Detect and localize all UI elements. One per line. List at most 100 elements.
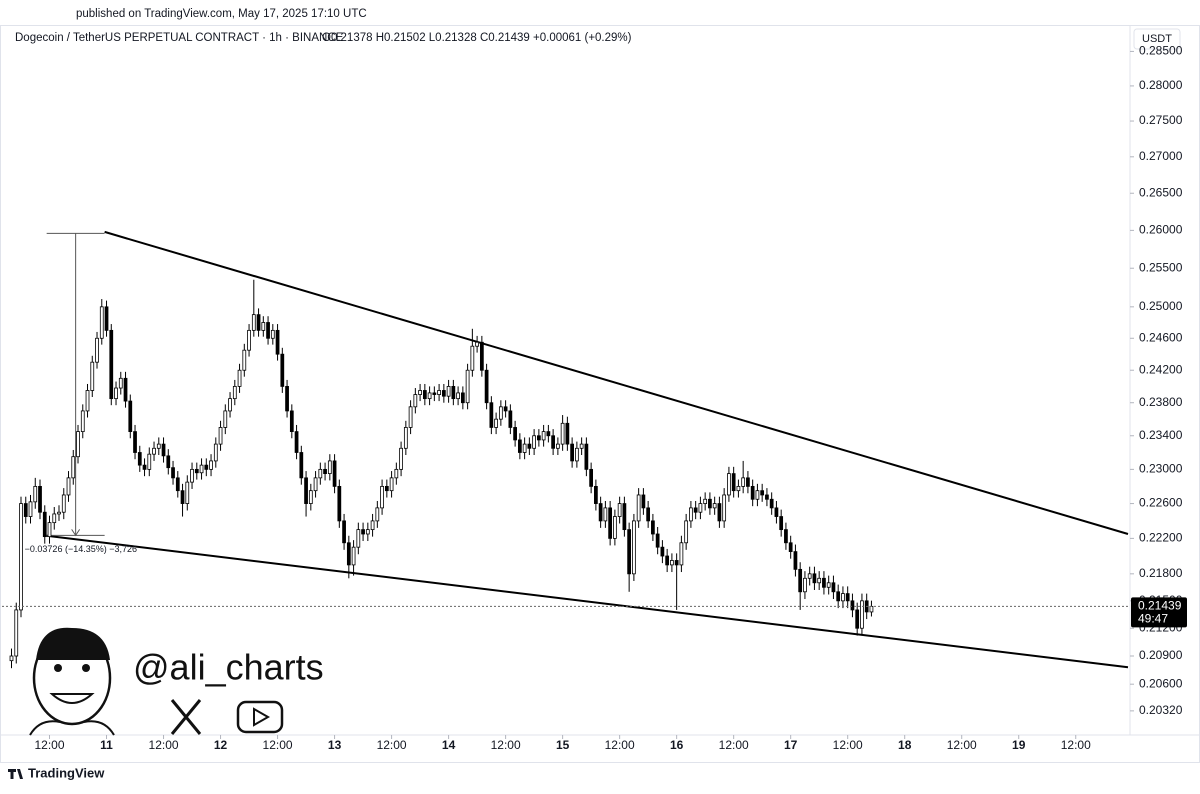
- candle-body: [603, 507, 608, 522]
- last-price-box: [1131, 597, 1187, 628]
- candle-body: [304, 477, 308, 504]
- candle-body: [826, 582, 831, 588]
- candle-body: [99, 306, 104, 339]
- candle-body: [342, 520, 346, 544]
- candle-body: [95, 337, 99, 363]
- x-tick-label: 12:00: [1061, 738, 1091, 752]
- candle-body: [594, 485, 598, 504]
- candle-body: [323, 468, 327, 475]
- y-tick-label: 0.23000: [1139, 462, 1183, 476]
- candle-body: [503, 406, 508, 412]
- candle-body: [66, 477, 71, 496]
- candle-body: [465, 369, 470, 404]
- candle-body: [223, 410, 228, 428]
- candle-body: [275, 329, 280, 355]
- watermark: @ali_charts: [29, 627, 324, 736]
- candle-body: [142, 464, 147, 470]
- published-note: published on TradingView.com, May 17, 20…: [76, 8, 367, 20]
- trend-line: [104, 230, 1129, 535]
- candle-body: [23, 503, 28, 517]
- candle-body: [209, 460, 213, 470]
- candle-body: [527, 443, 532, 449]
- candle-body: [128, 400, 133, 432]
- candle-body: [61, 494, 66, 513]
- currency-box[interactable]: [1133, 28, 1181, 50]
- countdown-label: 49:47: [1138, 612, 1168, 626]
- x-tick-label: 12:00: [149, 738, 179, 752]
- candle-body: [294, 431, 299, 453]
- candle-body: [727, 473, 731, 496]
- x-tick-label: 16: [670, 738, 684, 752]
- y-tick-label: 0.26500: [1139, 185, 1183, 199]
- candle-body: [841, 593, 845, 602]
- y-tick-label: 0.20320: [1139, 703, 1183, 717]
- candle-body: [270, 329, 275, 339]
- candle-body: [703, 498, 708, 504]
- candle-body: [769, 498, 774, 509]
- candle-body: [47, 522, 52, 538]
- candle-body: [831, 582, 836, 593]
- x-tick-label: 12:00: [491, 738, 521, 752]
- candle-body: [731, 473, 736, 492]
- candle-body: [237, 369, 242, 387]
- candle-body: [346, 542, 351, 566]
- last-price-label: 0.21439: [1138, 599, 1182, 613]
- candle-body: [541, 431, 546, 441]
- currency-label[interactable]: USDT: [1142, 33, 1172, 45]
- candle-body: [812, 573, 817, 584]
- candle-body: [85, 390, 90, 412]
- candle-body: [584, 443, 589, 470]
- candle-body: [280, 353, 285, 387]
- youtube-play: [253, 707, 271, 727]
- candle-body: [351, 546, 356, 566]
- candle-body: [90, 361, 95, 391]
- candle-body: [774, 507, 779, 517]
- measure-label: −0.03726 (−14.35%) −3,726: [25, 544, 137, 554]
- x-tick-label: 12:00: [605, 738, 635, 752]
- candle-body: [560, 422, 565, 445]
- candle-body: [71, 456, 76, 479]
- candle-body: [76, 431, 80, 458]
- candle-body: [327, 460, 332, 475]
- candle-body: [38, 485, 42, 513]
- candle-body: [708, 498, 712, 509]
- candle-body: [418, 390, 422, 395]
- x-tick-label: 12:00: [263, 738, 293, 752]
- candle-body: [689, 507, 693, 522]
- x-tick-label: 17: [784, 738, 798, 752]
- candle-body: [570, 443, 574, 462]
- x-tick-label: 12:00: [34, 738, 64, 752]
- candle-body: [266, 322, 270, 339]
- candle-body: [736, 485, 741, 492]
- candle-body: [337, 485, 342, 522]
- candle-body: [670, 560, 674, 566]
- candle-body: [513, 427, 517, 441]
- candle-body: [389, 477, 394, 492]
- candle-body: [318, 468, 323, 479]
- candle-body: [617, 503, 622, 517]
- candle-body: [156, 443, 161, 449]
- x-tick-label: 12: [214, 738, 228, 752]
- y-tick-label: 0.20600: [1139, 676, 1183, 690]
- candle-body: [855, 609, 860, 629]
- candle-body: [684, 520, 689, 544]
- candle-body: [489, 402, 494, 428]
- candle-body: [651, 520, 655, 535]
- candle-body: [869, 605, 874, 613]
- candle-body: [19, 503, 23, 611]
- candle-body: [399, 447, 403, 470]
- candle-body: [114, 387, 118, 400]
- candle-body: [822, 577, 826, 588]
- candle-body: [655, 533, 660, 548]
- candle-body: [475, 341, 479, 347]
- candle-body: [460, 392, 465, 404]
- candle-body: [565, 422, 570, 445]
- candle-body: [860, 600, 864, 629]
- candle-body: [232, 386, 237, 400]
- candle-body: [299, 452, 304, 479]
- candle-body: [575, 447, 579, 462]
- candle-body: [494, 418, 498, 428]
- x-tick-label: 12:00: [833, 738, 863, 752]
- candle-body: [375, 507, 380, 522]
